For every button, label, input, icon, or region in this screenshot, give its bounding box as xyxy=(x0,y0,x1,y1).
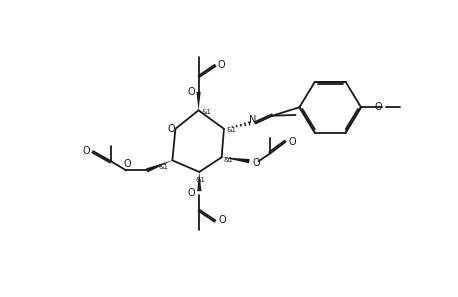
Text: O: O xyxy=(82,146,90,156)
Text: O: O xyxy=(187,87,195,97)
Text: N: N xyxy=(249,115,256,125)
Text: O: O xyxy=(188,188,196,198)
Polygon shape xyxy=(197,172,202,191)
Text: &1: &1 xyxy=(158,164,168,170)
Text: O: O xyxy=(218,60,225,70)
Polygon shape xyxy=(146,160,172,172)
Text: O: O xyxy=(252,158,260,168)
Polygon shape xyxy=(222,157,250,163)
Text: O: O xyxy=(167,124,174,134)
Text: &1: &1 xyxy=(196,177,206,184)
Text: O: O xyxy=(124,159,131,169)
Text: &1: &1 xyxy=(224,157,234,163)
Text: O: O xyxy=(375,102,382,112)
Text: &1: &1 xyxy=(201,109,211,115)
Text: &1: &1 xyxy=(227,127,237,133)
Polygon shape xyxy=(196,92,201,110)
Text: O: O xyxy=(218,215,226,225)
Text: O: O xyxy=(289,137,296,147)
